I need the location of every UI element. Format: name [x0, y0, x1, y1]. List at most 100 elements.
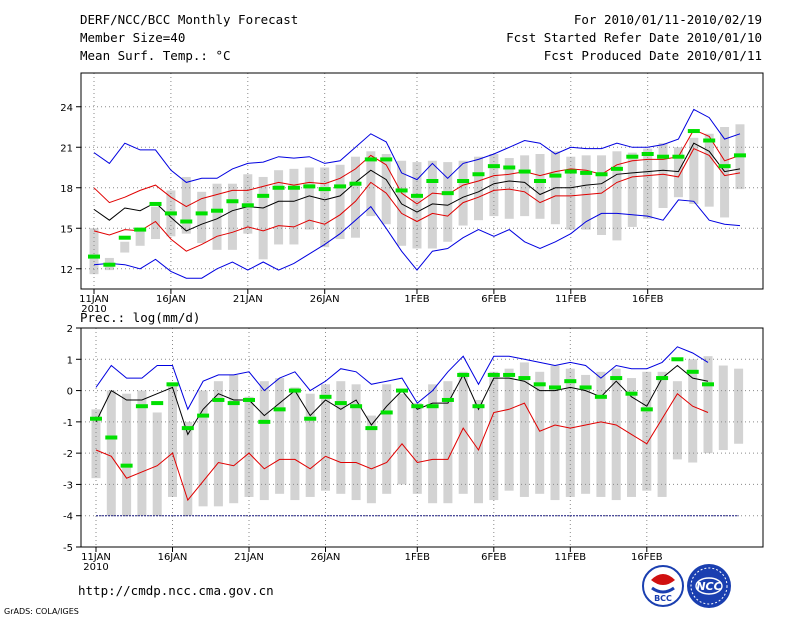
- spread-box: [427, 160, 437, 249]
- y-tick-label: 2: [67, 324, 73, 335]
- ensemble-mean-marker: [426, 179, 439, 183]
- spread-box: [489, 371, 499, 501]
- x-tick-label: 6FEB: [481, 294, 506, 305]
- ensemble-mean-marker: [610, 376, 623, 381]
- ensemble-mean-line: [93, 142, 741, 232]
- spread-box: [183, 421, 193, 516]
- y-tick-label: 18: [60, 184, 73, 195]
- spread-box: [443, 381, 453, 504]
- spread-box: [275, 378, 285, 494]
- ensemble-mean-marker: [441, 397, 454, 402]
- spread-box: [611, 368, 621, 501]
- ensemble-mean-marker: [272, 185, 285, 190]
- ensemble-mean-marker: [472, 172, 485, 177]
- spread-box: [229, 374, 239, 504]
- ensemble-mean-marker: [579, 385, 592, 390]
- ensemble-mean-marker: [703, 138, 716, 143]
- ensemble-mean-marker: [733, 153, 746, 158]
- spread-box: [181, 176, 191, 234]
- y-tick-label: -2: [63, 449, 73, 460]
- ensemble-mean-marker: [625, 391, 638, 396]
- y-tick-label: 12: [60, 265, 73, 276]
- source-url[interactable]: http://cmdp.ncc.cma.gov.cn: [78, 583, 274, 598]
- ensemble-mean-marker: [686, 369, 699, 374]
- y-tick-label: -5: [63, 543, 73, 554]
- spread-box: [89, 228, 99, 275]
- spread-box: [351, 384, 361, 501]
- spread-box: [135, 228, 145, 246]
- ensemble-mean-marker: [364, 157, 377, 162]
- y-tick-label: -3: [63, 480, 73, 491]
- bcc-logo-text: BCC: [654, 594, 672, 603]
- spread-box: [151, 206, 161, 240]
- x-tick-label: 26JAN: [311, 552, 341, 563]
- lower-line: [95, 392, 709, 502]
- spread-box: [596, 371, 606, 497]
- spread-box: [581, 155, 591, 230]
- forecast-start-date: Fcst Started Refer Date 2010/01/10: [506, 30, 762, 45]
- ensemble-mean-marker: [195, 211, 208, 216]
- forecast-period: For 2010/01/11-2010/02/19: [574, 12, 762, 27]
- ensemble-mean-marker: [304, 416, 317, 421]
- ensemble-mean-marker: [549, 173, 562, 178]
- max-line: [93, 108, 741, 183]
- spread-box: [689, 137, 699, 204]
- spread-box: [227, 183, 237, 250]
- ensemble-mean-marker: [197, 413, 210, 418]
- ensemble-mean-marker: [380, 410, 393, 415]
- ensemble-mean-marker: [640, 407, 653, 412]
- spread-box: [581, 374, 591, 494]
- ensemble-mean-marker: [120, 463, 133, 468]
- ensemble-mean-marker: [656, 376, 669, 381]
- forecast-produced-date: Fcst Produced Date 2010/01/11: [544, 48, 762, 63]
- ensemble-mean-marker: [257, 193, 270, 198]
- spread-box: [274, 170, 284, 245]
- spread-box: [304, 167, 314, 230]
- ensemble-mean-marker: [180, 219, 193, 224]
- spread-box: [627, 152, 637, 227]
- spread-box: [335, 164, 345, 240]
- year-label: 2010: [81, 304, 106, 315]
- x-tick-label: 16FEB: [631, 552, 663, 563]
- ensemble-mean-marker: [564, 379, 577, 384]
- spread-box: [336, 381, 346, 494]
- spread-box: [152, 412, 162, 516]
- spread-box: [382, 384, 392, 494]
- x-tick-label: 1FEB: [405, 552, 430, 563]
- y-tick-label: 21: [60, 143, 73, 154]
- spread-box: [259, 381, 269, 501]
- ensemble-mean-marker: [641, 152, 654, 156]
- spread-box: [643, 148, 653, 219]
- ensemble-mean-marker: [610, 166, 623, 171]
- ensemble-mean-marker: [318, 187, 331, 192]
- spread-box: [673, 147, 683, 198]
- y-tick-label: -1: [63, 418, 73, 429]
- ensemble-mean-marker: [533, 382, 546, 387]
- ensemble-mean-marker: [580, 170, 593, 175]
- spread-box: [612, 151, 622, 241]
- x-tick-label: 11JAN: [81, 552, 111, 563]
- spread-box: [305, 393, 315, 497]
- ensemble-mean-marker: [227, 401, 240, 406]
- ensemble-mean-marker: [718, 164, 731, 169]
- ensemble-mean-marker: [472, 404, 485, 409]
- x-tick-label: 21JAN: [233, 294, 263, 305]
- temperature-frame: [80, 72, 764, 290]
- spread-box: [197, 191, 207, 244]
- ensemble-mean-marker: [457, 372, 470, 377]
- spread-box: [106, 390, 116, 516]
- spread-box: [642, 371, 652, 491]
- ensemble-mean-marker: [105, 435, 118, 440]
- upper-line: [93, 129, 741, 208]
- y-tick-label: -4: [63, 512, 73, 523]
- spread-box: [474, 156, 483, 221]
- ensemble-mean-marker: [671, 357, 684, 362]
- x-tick-label: 6FEB: [481, 552, 506, 563]
- figure-title: DERF/NCC/BCC Monthly Forecast: [80, 12, 298, 27]
- spread-box: [535, 371, 545, 494]
- spread-box: [258, 176, 268, 260]
- ensemble-mean-marker: [595, 172, 608, 177]
- ensemble-mean-marker: [135, 404, 148, 409]
- spread-box: [366, 415, 376, 504]
- spread-box: [458, 371, 468, 494]
